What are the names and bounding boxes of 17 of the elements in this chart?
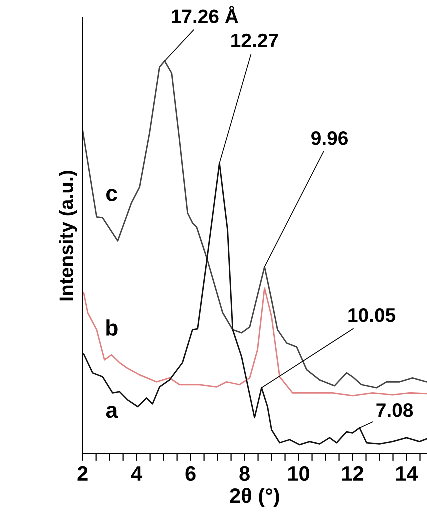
- y-axis-title: Intensity (a.u.): [59, 171, 78, 301]
- annotation: 17.26 Å: [172, 6, 238, 24]
- x-tick-label: 4: [131, 466, 143, 481]
- annotation: 12.27: [232, 34, 278, 48]
- x-tick-label: 12: [342, 466, 364, 481]
- series-label: a: [106, 406, 118, 418]
- annotation: 10.05: [348, 308, 396, 322]
- x-tick-label: 14: [396, 466, 418, 481]
- series-label: b: [106, 320, 118, 336]
- x-axis-title: 2θ (°): [230, 488, 280, 508]
- series-label: c: [106, 189, 118, 202]
- x-tick-label: 8: [240, 466, 250, 482]
- x-tick-label: 10: [288, 466, 310, 482]
- x-tick-label: 2: [78, 466, 88, 481]
- x-tick-label: 6: [186, 466, 196, 482]
- annotation: 9.96: [312, 132, 348, 146]
- annotation: 7.08: [376, 404, 414, 418]
